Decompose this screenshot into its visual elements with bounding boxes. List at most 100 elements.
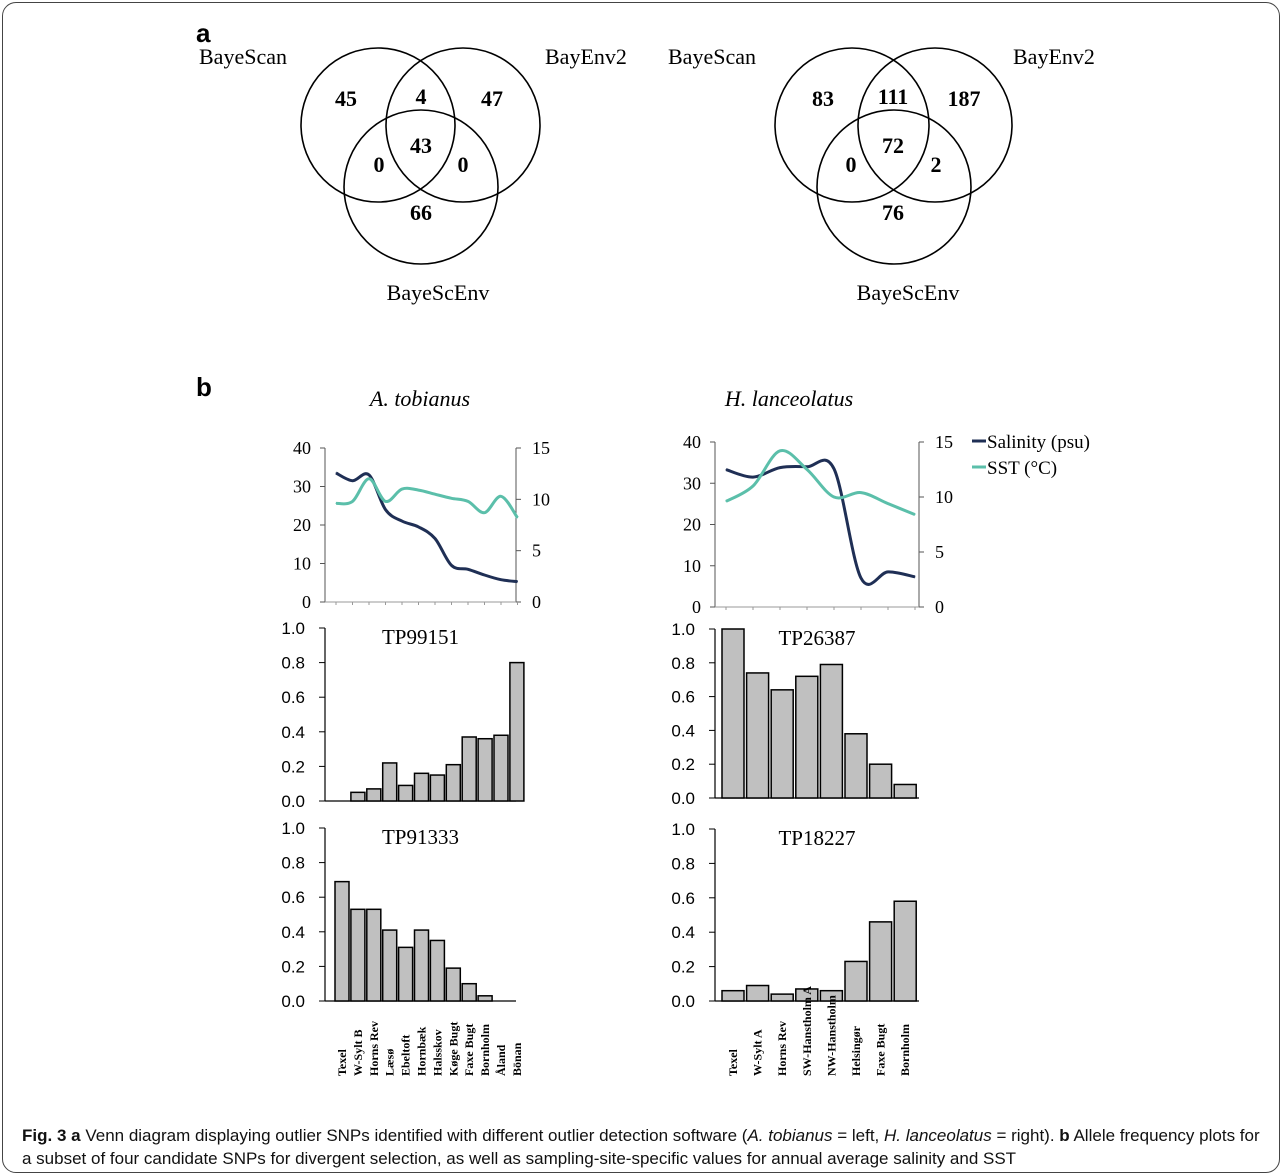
y-tick-label: 0.0 <box>671 789 695 808</box>
sst-point <box>401 488 403 490</box>
venn-right-count-all-three: 72 <box>882 133 904 158</box>
venn-right-count-only-bayescan: 83 <box>812 86 834 111</box>
y-tick-label: 0.6 <box>281 888 305 907</box>
left-tick-label: 30 <box>293 477 311 497</box>
bar <box>509 661 525 802</box>
snp-title: TP99151 <box>382 625 459 649</box>
caption-a-label: a <box>71 1126 81 1145</box>
y-tick-label: 0.2 <box>671 755 695 774</box>
right-tick-label: 10 <box>532 489 550 509</box>
venn-right-count-bayescan-bayescenv: 0 <box>846 152 857 177</box>
y-tick-label: 0.4 <box>281 923 305 942</box>
bar <box>745 672 770 799</box>
bar <box>868 763 893 799</box>
legend-sst-label: SST (°C) <box>987 458 1057 479</box>
bar <box>795 988 819 1002</box>
salinity-point <box>725 469 727 471</box>
salinity-point <box>352 480 353 482</box>
legend-salinity-label: Salinity (psu) <box>987 432 1090 453</box>
site-label: Halsskov <box>430 1029 444 1076</box>
site-label: Køge Bugt <box>446 1022 460 1076</box>
salinity-point <box>484 574 485 576</box>
caption-a-text: Venn diagram displaying outlier SNPs ide… <box>80 1126 748 1145</box>
venn-diagram-right: BayeScan BayEnv2 BayeScEnv 83 111 187 72… <box>668 44 1095 305</box>
venn-left-label-bayenv2: BayEnv2 <box>545 44 627 69</box>
y-tick-label: 0.4 <box>671 923 695 942</box>
allele-bar-chart-tp91333: 0.0 0.2 0.4 0.6 0.8 1.0 TP91333 <box>281 819 516 1011</box>
salinity-point <box>335 472 337 474</box>
site-label: Texel <box>726 1048 740 1076</box>
bar <box>334 880 350 1002</box>
venn-right-count-only-bayescenv: 76 <box>882 200 904 225</box>
salinity-point <box>401 520 403 522</box>
venn-right-count-bayenv2-bayescenv: 2 <box>931 152 942 177</box>
venn-right-label-bayenv2: BayEnv2 <box>1013 44 1095 69</box>
salinity-line <box>725 458 916 586</box>
y-tick-label: 0.4 <box>281 723 305 742</box>
bar <box>721 989 745 1002</box>
y-tick-label: 0.0 <box>671 992 695 1011</box>
site-label: NW-Hanstholm <box>824 995 838 1076</box>
snp-title: TP26387 <box>778 626 855 650</box>
figure-caption: Fig. 3 a Venn diagram displaying outlier… <box>22 1124 1262 1170</box>
env-line-chart-1: 0 10 20 30 40 0 5 10 15 <box>683 432 953 617</box>
species-title-left: A. tobianus <box>368 386 470 411</box>
species-title-right: H. lanceolatus <box>724 386 853 411</box>
bar <box>381 929 398 1002</box>
sst-point <box>500 495 502 497</box>
bar <box>366 908 382 1002</box>
snp-title: TP91333 <box>382 825 459 849</box>
sst-line <box>335 477 519 519</box>
bar <box>477 995 493 1002</box>
bar <box>381 762 398 802</box>
allele-bar-chart-tp99151: 0.0 0.2 0.4 0.6 0.8 1.0 TP99151 <box>281 619 525 811</box>
salinity-point <box>860 577 862 579</box>
y-tick-label: 1.0 <box>671 820 695 839</box>
right-tick-label: 5 <box>532 541 541 561</box>
caption-a-species2: H. lanceolatus <box>884 1126 992 1145</box>
salinity-point <box>752 476 754 478</box>
bar <box>844 733 868 799</box>
allele-bar-chart-tp26387: 0.0 0.2 0.4 0.6 0.8 1.0 TP26387 <box>671 620 919 808</box>
sst-point <box>806 469 808 470</box>
caption-b-text: Allele frequency plots for a subset of f… <box>22 1126 1260 1168</box>
y-tick-label: 1.0 <box>281 819 305 838</box>
bar <box>868 921 893 1002</box>
right-tick-label: 15 <box>935 432 953 452</box>
venn-left-count-all-three: 43 <box>410 133 432 158</box>
site-label: Bornholm <box>898 1024 912 1076</box>
y-tick-label: 0.6 <box>671 889 695 908</box>
right-tick-label: 0 <box>532 592 541 612</box>
bar <box>413 772 430 802</box>
y-tick-label: 0.8 <box>281 654 305 673</box>
right-tick-label: 10 <box>935 487 953 507</box>
salinity-point <box>500 579 502 581</box>
venn-right-label-bayescan: BayeScan <box>668 44 756 69</box>
sst-point <box>484 512 485 514</box>
salinity-point <box>833 468 835 470</box>
site-label: Helsingør <box>849 1025 863 1076</box>
site-label: Texel <box>335 1048 349 1076</box>
sst-point <box>860 492 862 494</box>
site-label: W-Sylt B <box>351 1029 365 1076</box>
salinity-point <box>887 571 889 573</box>
left-tick-label: 30 <box>683 473 701 493</box>
venn-left-label-bayescenv: BayeScEnv <box>387 280 490 305</box>
y-tick-label: 0.8 <box>281 854 305 873</box>
venn-left-count-only-bayenv2: 47 <box>481 86 503 111</box>
sst-point <box>517 517 518 519</box>
salinity-point <box>914 576 916 578</box>
venn-left-count-only-bayescenv: 66 <box>410 200 432 225</box>
bar <box>350 791 366 802</box>
left-tick-label: 20 <box>683 515 701 535</box>
bar <box>770 689 794 799</box>
salinity-point <box>385 509 386 511</box>
sst-point <box>779 450 781 452</box>
bar <box>445 763 462 802</box>
site-label: W-Sylt A <box>751 1029 765 1076</box>
bar <box>429 774 446 802</box>
y-tick-label: 0.6 <box>671 688 695 707</box>
site-label: Læsø <box>383 1049 397 1076</box>
left-tick-label: 0 <box>302 592 311 612</box>
site-label: SW-Hanstholm A <box>800 986 814 1076</box>
